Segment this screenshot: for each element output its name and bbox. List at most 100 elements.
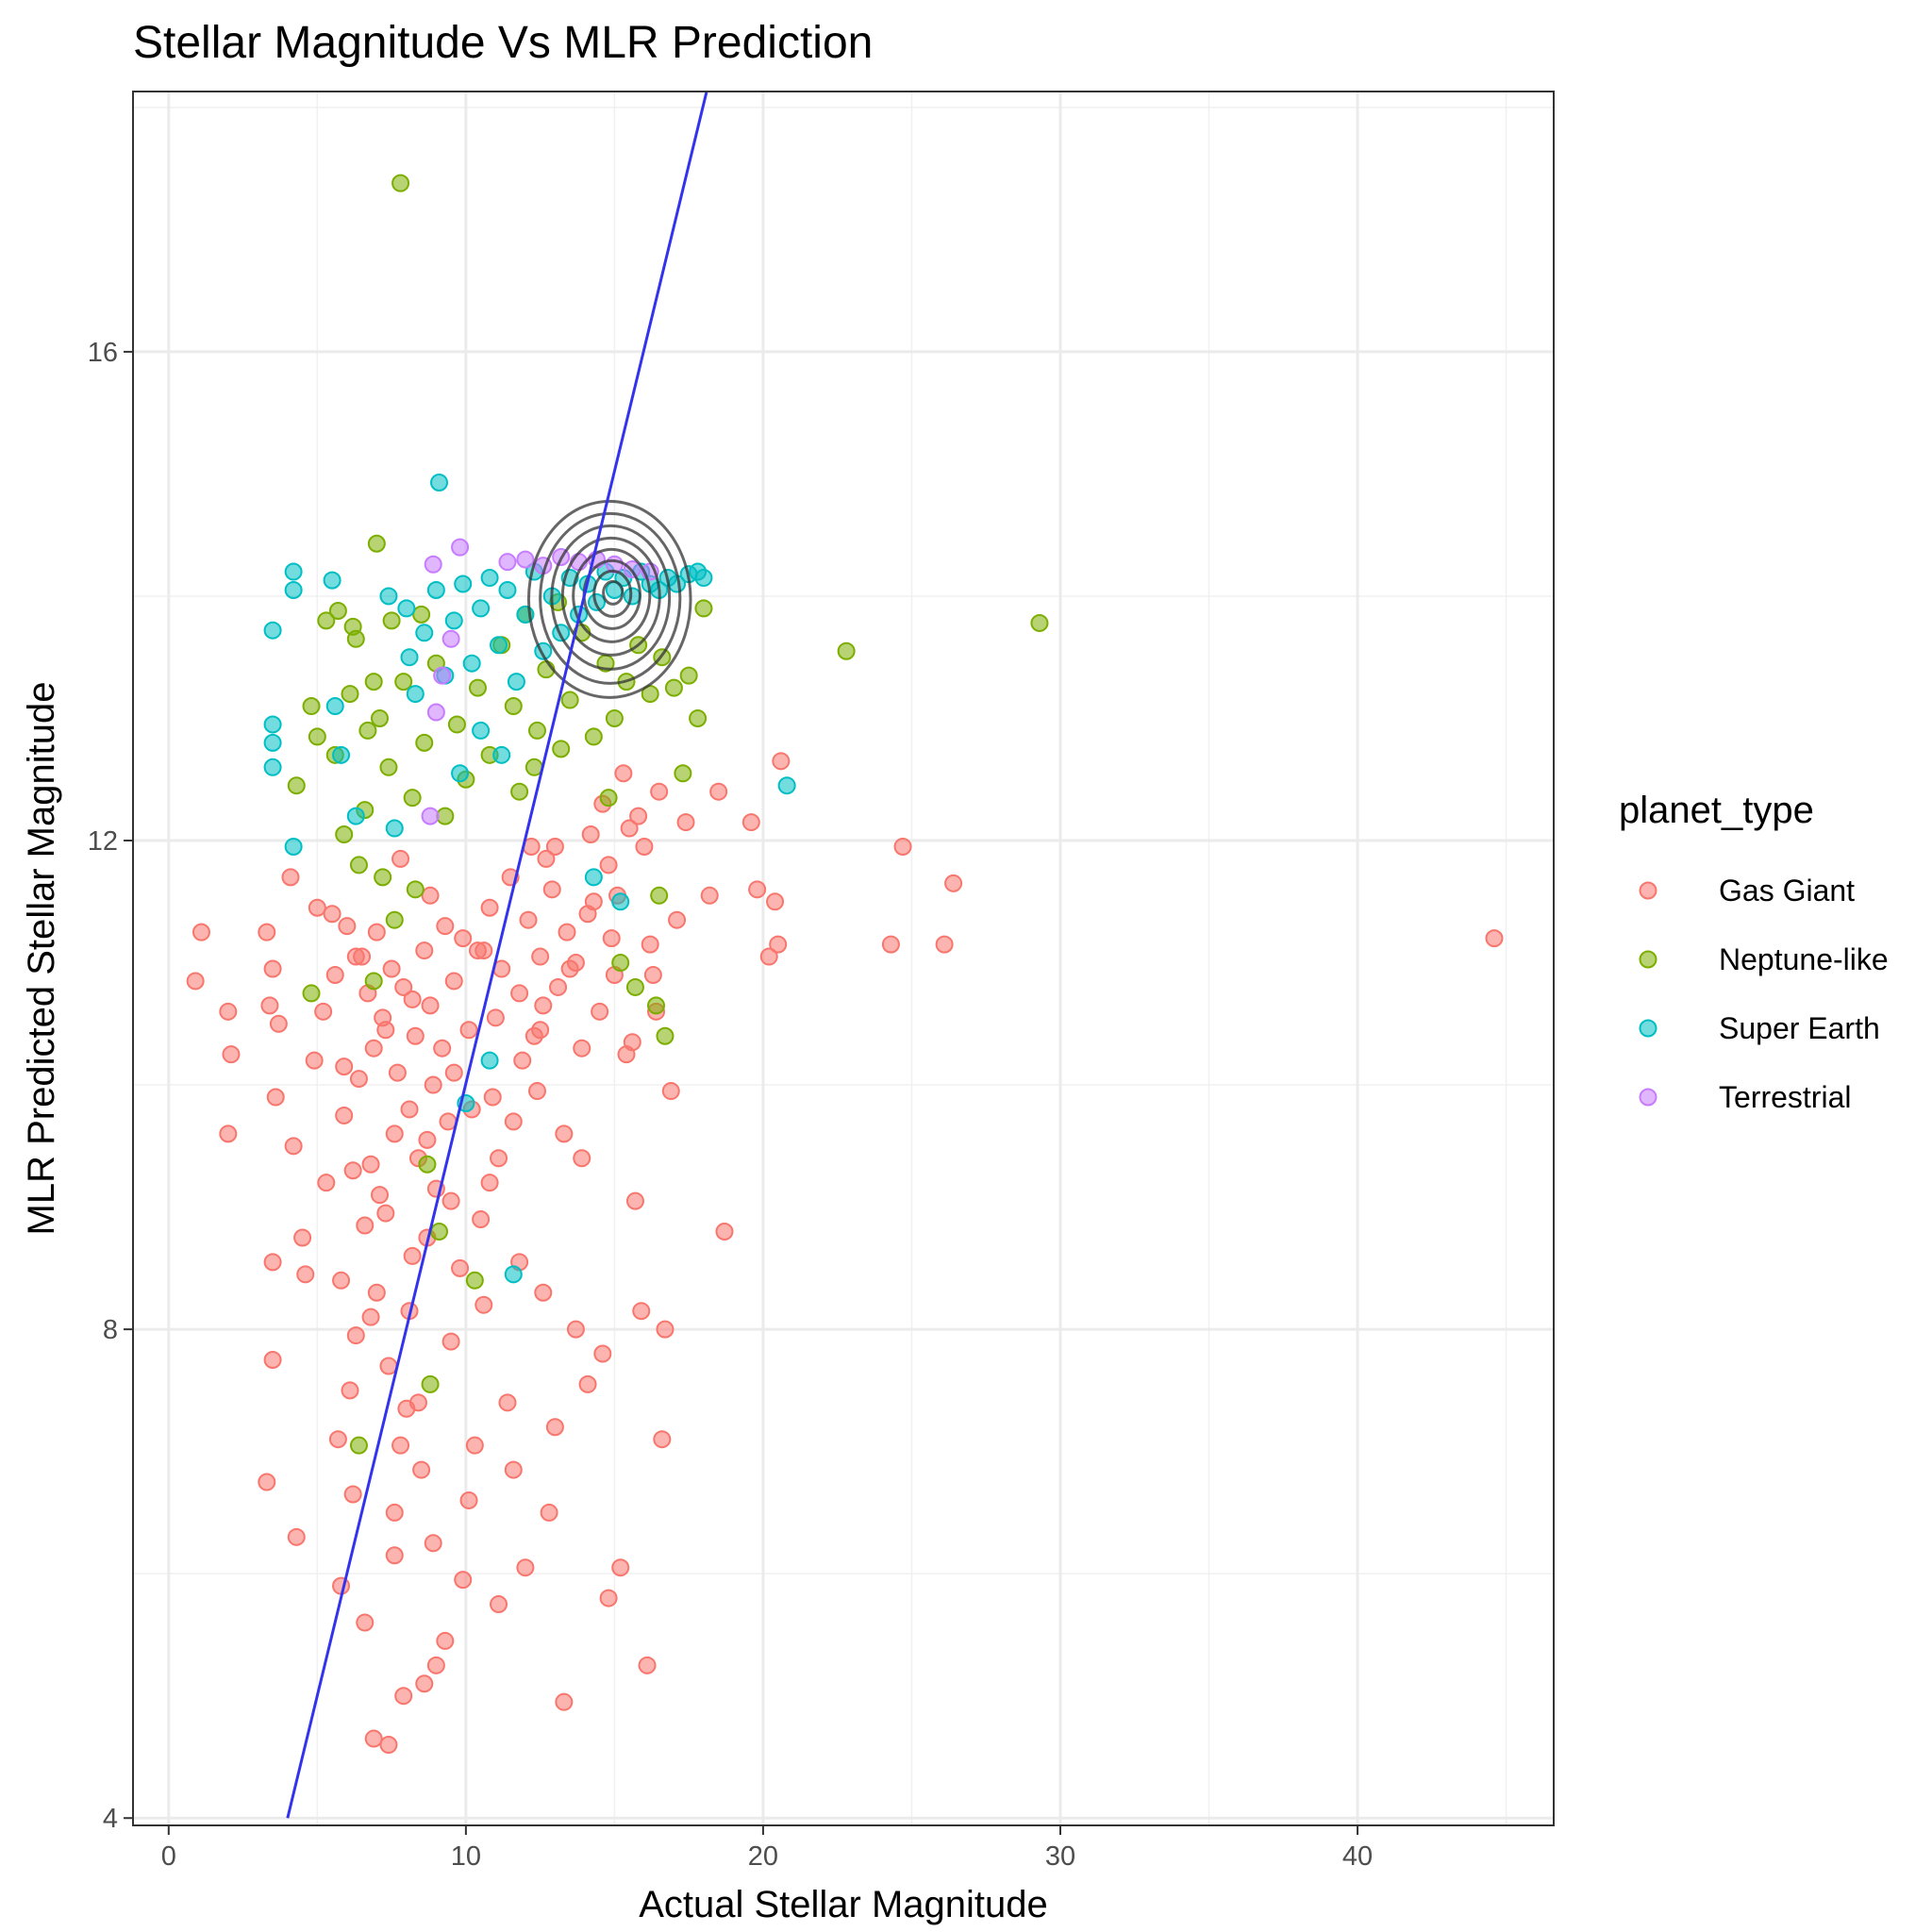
x-axis-title: Actual Stellar Magnitude (639, 1884, 1048, 1925)
point-gas-giant (566, 954, 585, 973)
point-neptune-like (625, 977, 644, 996)
point-gas-giant (545, 1418, 564, 1437)
point-super-earth (584, 868, 603, 887)
point-neptune-like (510, 782, 529, 801)
point-gas-giant (263, 1253, 282, 1272)
point-super-earth (507, 673, 525, 691)
point-neptune-like (430, 1222, 449, 1241)
point-super-earth (451, 764, 470, 783)
point-gas-giant (346, 1326, 365, 1345)
point-gas-giant (549, 977, 568, 996)
point-gas-giant (465, 1436, 484, 1455)
point-gas-giant (459, 1021, 478, 1040)
y-axis-title: MLR Predicted Stellar Magnitude (21, 682, 62, 1236)
point-gas-giant (338, 917, 357, 936)
point-gas-giant (498, 1393, 517, 1412)
point-gas-giant (638, 1656, 657, 1674)
point-super-earth (397, 599, 416, 618)
point-gas-giant (424, 1534, 442, 1553)
point-neptune-like (418, 1155, 437, 1174)
point-super-earth (490, 636, 508, 655)
point-gas-giant (367, 1283, 386, 1302)
point-gas-giant (328, 1430, 347, 1449)
point-gas-giant (323, 905, 341, 924)
point-neptune-like (552, 740, 571, 758)
point-neptune-like (504, 697, 523, 716)
y-axis-ticks: 4 8 12 16 (88, 338, 133, 1834)
point-neptune-like (341, 685, 359, 704)
point-neptune-like (379, 758, 398, 776)
point-gas-giant (611, 1558, 630, 1577)
point-super-earth (284, 562, 303, 581)
point-gas-giant (379, 1357, 398, 1375)
point-gas-giant (573, 1149, 591, 1168)
point-gas-giant (349, 1070, 368, 1089)
point-super-earth (504, 1265, 523, 1284)
point-gas-giant (741, 813, 760, 832)
point-gas-giant (444, 1063, 463, 1082)
point-gas-giant (343, 1485, 362, 1504)
point-neptune-like (527, 721, 546, 740)
point-gas-giant (483, 1088, 502, 1107)
point-gas-giant (700, 886, 719, 905)
point-super-earth (472, 599, 491, 618)
point-neptune-like (447, 715, 466, 734)
point-gas-giant (353, 947, 372, 966)
point-super-earth (623, 587, 641, 606)
density-contour-line (572, 547, 652, 643)
y-tick-label: 4 (103, 1804, 118, 1834)
point-gas-giant (504, 1460, 523, 1479)
point-gas-giant (513, 1051, 532, 1070)
point-gas-giant (623, 1033, 641, 1052)
point-super-earth (263, 758, 282, 776)
point-neptune-like (647, 996, 666, 1015)
point-gas-giant (260, 996, 279, 1015)
plot-border (132, 91, 1555, 1826)
point-gas-giant (281, 868, 300, 887)
point-gas-giant (709, 782, 728, 801)
point-super-earth (263, 733, 282, 752)
point-gas-giant (525, 1026, 543, 1045)
point-terrestrial (433, 666, 452, 685)
point-gas-giant (769, 935, 788, 954)
point-neptune-like (465, 1271, 484, 1290)
legend: planet_type Gas Giant Neptune-like Super E… (1619, 790, 1889, 1114)
point-gas-giant (314, 1002, 333, 1021)
point-gas-giant (385, 1546, 404, 1565)
point-gas-giant (650, 782, 669, 801)
point-terrestrial (421, 807, 440, 825)
point-gas-giant (715, 1222, 734, 1241)
point-gas-giant (293, 1228, 312, 1247)
point-gas-giant (555, 1692, 574, 1711)
point-gas-giant (475, 941, 493, 960)
point-gas-giant (441, 1191, 460, 1210)
point-gas-giant (534, 1283, 553, 1302)
point-gas-giant (599, 856, 618, 874)
point-gas-giant (602, 929, 621, 948)
point-gas-giant (454, 1571, 473, 1590)
point-gas-giant (881, 935, 900, 954)
point-neptune-like (391, 174, 410, 192)
point-neptune-like (664, 678, 683, 697)
point-gas-giant (527, 1082, 546, 1101)
point-gas-giant (269, 1014, 288, 1033)
point-gas-giant (486, 1008, 505, 1027)
point-gas-giant (558, 923, 576, 941)
point-neptune-like (302, 697, 321, 716)
point-neptune-like (656, 1026, 675, 1045)
point-neptune-like (364, 673, 383, 691)
point-super-earth (346, 807, 365, 825)
legend-label: Terrestrial (1719, 1080, 1851, 1114)
density-contour-line (539, 511, 682, 685)
point-terrestrial (426, 703, 445, 722)
point-neptune-like (605, 708, 624, 727)
point-gas-giant (661, 1082, 680, 1101)
point-super-earth (400, 648, 419, 667)
point-gas-giant (635, 837, 654, 856)
point-gas-giant (439, 1112, 458, 1131)
point-neptune-like (382, 611, 401, 630)
point-gas-giant (397, 1399, 416, 1418)
point-terrestrial (498, 553, 517, 572)
point-gas-giant (454, 929, 473, 948)
point-neptune-like (302, 984, 321, 1003)
